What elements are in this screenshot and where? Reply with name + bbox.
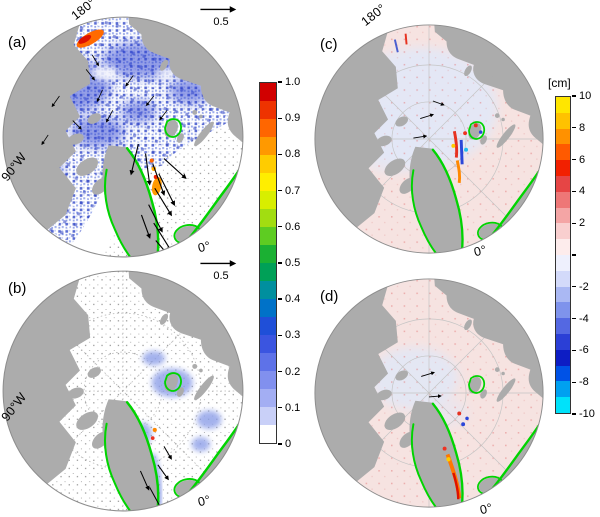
panel-label-b: (b)	[8, 280, 27, 297]
colorbar-segment	[260, 155, 276, 173]
map-boundary	[2, 270, 244, 512]
colorbar-correlation-ticks: 1.0 0.9 0.8 0.7 0.6 0.5 0.4 0.3 0.2 0.1 0	[285, 76, 301, 450]
colorbar-segment	[556, 128, 570, 145]
colorbar-segment	[260, 101, 276, 119]
colorbar-cm: 10 8 6 4 2 -2 -4 -6 -8 -10	[555, 90, 597, 420]
colorbar-segment	[260, 335, 276, 353]
colorbar-segment	[556, 302, 570, 319]
colorbar-segment	[556, 207, 570, 224]
colorbar-segment	[556, 97, 570, 113]
colorbar-segment	[556, 397, 570, 413]
colorbar-segment	[260, 389, 276, 407]
colorbar-segment	[556, 270, 570, 287]
colorbar-segment	[260, 191, 276, 209]
colorbar-segment	[556, 349, 570, 366]
colorbar-cm-bar	[555, 96, 571, 414]
colorbar-segment	[260, 407, 276, 425]
colorbar-segment	[556, 175, 570, 192]
colorbar-segment	[260, 173, 276, 191]
colorbar-segment	[260, 299, 276, 317]
map-b-svg	[2, 270, 244, 512]
colorbar-segment	[260, 263, 276, 281]
colorbar-cm-title: [cm]	[548, 76, 571, 90]
ice-drift-arrows	[129, 144, 187, 257]
colorbar-segment	[556, 365, 570, 382]
colorbar-segment	[260, 317, 276, 335]
colorbar-segment	[260, 371, 276, 389]
vector-scale-b: 0.5	[198, 258, 244, 282]
panel-label-d: (d)	[320, 288, 339, 305]
map-boundary	[314, 24, 544, 254]
map-panel-a: (a) 180° 90°W 0° 0.5	[0, 0, 246, 260]
fram-strait-anomalies	[393, 33, 483, 184]
colorbar-segment	[556, 381, 570, 398]
colorbar-segment	[260, 353, 276, 371]
map-c-svg	[314, 24, 544, 254]
colorbar-segment	[556, 144, 570, 161]
scale-value: 0.5	[213, 269, 229, 282]
ice-drift-arrows	[413, 100, 445, 139]
colorbar-correlation-bar	[259, 82, 277, 444]
small-drift-arrows	[41, 54, 168, 146]
colorbar-segment	[556, 239, 570, 255]
colorbar-segment	[260, 425, 276, 443]
map-panel-c: (c) 180° 0°	[312, 1, 546, 259]
colorbar-cm-ticks: 10 8 6 4 2 -2 -4 -6 -8 -10	[579, 90, 595, 420]
vector-scale-a: 0.5	[198, 4, 244, 28]
colorbar-segment	[556, 254, 570, 271]
colorbar-segment	[556, 223, 570, 240]
colorbar-segment	[260, 137, 276, 155]
colorbar-correlation: 1.0 0.9 0.8 0.7 0.6 0.5 0.4 0.3 0.2 0.1 0	[259, 76, 305, 450]
colorbar-segment	[260, 281, 276, 299]
colorbar-segment	[260, 119, 276, 137]
map-boundary	[2, 16, 244, 258]
colorbar-segment	[556, 112, 570, 129]
map-panel-d: (d) 0°	[312, 276, 546, 517]
high-value-patch	[76, 29, 104, 48]
map-boundary	[314, 278, 544, 508]
scale-value: 0.5	[213, 15, 229, 28]
colorbar-segment	[556, 333, 570, 350]
colorbar-segment	[260, 227, 276, 245]
colorbar-segment	[556, 286, 570, 303]
colorbar-segment	[556, 191, 570, 208]
map-panel-b: (b) 90°W 0° 0.5	[0, 260, 246, 514]
colorbar-segment	[260, 83, 276, 101]
colorbar-segment	[260, 209, 276, 227]
panel-label-c: (c)	[320, 36, 338, 53]
panel-label-a: (a)	[8, 34, 27, 51]
colorbar-segment	[260, 245, 276, 263]
colorbar-segment	[556, 160, 570, 176]
ice-drift-arrows	[421, 371, 442, 399]
greenland-coast-anomalies	[442, 411, 469, 500]
colorbar-segment	[556, 318, 570, 334]
map-a-svg	[2, 16, 244, 258]
map-d-svg	[314, 278, 544, 508]
